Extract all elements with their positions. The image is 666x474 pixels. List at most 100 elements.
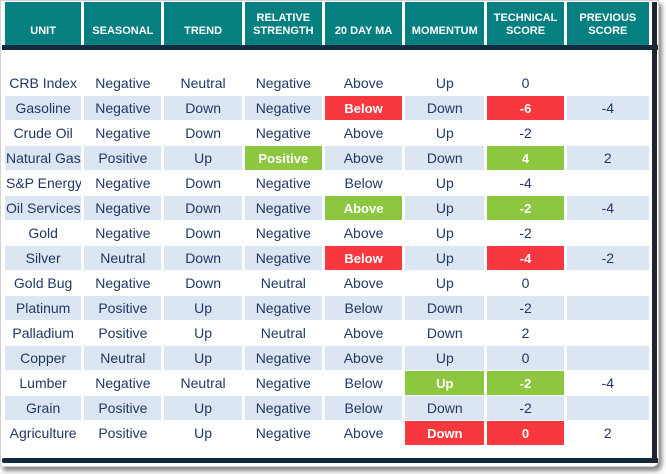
technical-score-table-header: UNIT SEASONAL TREND RELATIVE STRENGTH 20 DAY… (2, 1, 652, 46)
unit-cell: Gold Bug (5, 271, 82, 295)
20-day-ma-cell: Above (324, 321, 403, 345)
momentum-cell: Up (405, 196, 485, 220)
relative-strength-cell: Negative (244, 171, 322, 195)
bottom-border-line (2, 458, 658, 463)
previous-score-cell: 2 (566, 421, 649, 445)
20-day-ma-cell: Below (324, 396, 403, 420)
unit-cell: Copper (5, 346, 82, 370)
column-header-unit: UNIT (5, 2, 82, 45)
momentum-cell: Down (405, 321, 485, 345)
seasonal-cell: Negative (84, 196, 162, 220)
seasonal-cell: Neutral (84, 246, 162, 270)
relative-strength-cell: Neutral (244, 321, 322, 345)
momentum-cell: Up (405, 221, 485, 245)
relative-strength-cell: Negative (244, 196, 322, 220)
trend-cell: Down (164, 246, 242, 270)
momentum-cell: Up (405, 346, 485, 370)
20-day-ma-cell: Above (324, 146, 403, 170)
seasonal-cell: Negative (84, 121, 162, 145)
previous-score-cell: -4 (566, 96, 649, 120)
previous-score-cell: 2 (566, 146, 649, 170)
technical-score-cell: 2 (487, 321, 564, 345)
relative-strength-cell: Positive (244, 146, 322, 170)
seasonal-cell: Positive (84, 296, 162, 320)
20-day-ma-cell: Below (324, 96, 403, 120)
technical-score-cell: -4 (487, 171, 564, 195)
table-row: Palladium Positive Up Neutral Above Down 2 (5, 321, 649, 345)
unit-cell: Grain (5, 396, 82, 420)
technical-score-cell: -6 (487, 96, 564, 120)
trend-cell: Up (164, 421, 242, 445)
unit-cell: Gasoline (5, 96, 82, 120)
table-body: CRB Index Negative Neutral Negative Above Up 0… (5, 51, 649, 445)
technical-score-cell: -2 (487, 221, 564, 245)
trend-cell: Neutral (164, 371, 242, 395)
table-row: Oil Services Negative Down Negative Above Up -… (5, 196, 649, 220)
trend-cell: Down (164, 221, 242, 245)
column-header-seasonal: SEASONAL (84, 2, 162, 45)
technical-score-cell: 0 (487, 51, 564, 95)
table-row: Gold Bug Negative Down Neutral Above Up 0 (5, 271, 649, 295)
technical-score-cell: -2 (487, 121, 564, 145)
table-row: Crude Oil Negative Down Negative Above Up -2 (5, 121, 649, 145)
column-header-previous-score: PREVIOUS SCORE (566, 2, 649, 45)
previous-score-cell (566, 321, 649, 345)
header-row: UNIT SEASONAL TREND RELATIVE STRENGTH 20 DAY… (5, 2, 649, 45)
technical-score-cell: -2 (487, 371, 564, 395)
table-row: Gold Negative Down Negative Above Up -2 (5, 221, 649, 245)
trend-cell: Up (164, 296, 242, 320)
momentum-cell: Up (405, 246, 485, 270)
unit-cell: Gold (5, 221, 82, 245)
momentum-cell: Down (405, 296, 485, 320)
table-row: Gasoline Negative Down Negative Below Down -6-… (5, 96, 649, 120)
table-row: Platinum Positive Up Negative Below Down -2 (5, 296, 649, 320)
relative-strength-cell: Negative (244, 421, 322, 445)
column-header-relative-strength: RELATIVE STRENGTH (244, 2, 322, 45)
20-day-ma-cell: Above (324, 51, 403, 95)
20-day-ma-cell: Above (324, 196, 403, 220)
relative-strength-cell: Negative (244, 246, 322, 270)
relative-strength-cell: Negative (244, 221, 322, 245)
momentum-cell: Down (405, 421, 485, 445)
technical-score-cell: -2 (487, 296, 564, 320)
20-day-ma-cell: Above (324, 271, 403, 295)
trend-cell: Down (164, 196, 242, 220)
previous-score-cell: -4 (566, 371, 649, 395)
unit-cell: Natural Gas (5, 146, 82, 170)
table-row: Agriculture Positive Up Negative Above Down 0 2 (5, 421, 649, 445)
unit-cell: Lumber (5, 371, 82, 395)
trend-cell: Up (164, 321, 242, 345)
previous-score-cell (566, 396, 649, 420)
momentum-cell: Down (405, 96, 485, 120)
unit-cell: Agriculture (5, 421, 82, 445)
column-header-momentum: MOMENTUM (405, 2, 485, 45)
momentum-cell: Down (405, 396, 485, 420)
relative-strength-cell: Neutral (244, 271, 322, 295)
trend-cell: Up (164, 346, 242, 370)
unit-cell: S&P Energy (5, 171, 82, 195)
column-header-technical-score: TECHNICAL SCORE (487, 2, 564, 45)
momentum-cell: Up (405, 51, 485, 95)
seasonal-cell: Positive (84, 396, 162, 420)
seasonal-cell: Negative (84, 171, 162, 195)
previous-score-cell (566, 346, 649, 370)
relative-strength-cell: Negative (244, 51, 322, 95)
trend-cell: Up (164, 396, 242, 420)
header-divider-line (2, 45, 658, 50)
relative-strength-cell: Negative (244, 396, 322, 420)
technical-score-table: CRB Index Negative Neutral Negative Above Up 0… (2, 50, 652, 446)
trend-cell: Down (164, 271, 242, 295)
previous-score-cell (566, 51, 649, 95)
previous-score-cell (566, 271, 649, 295)
seasonal-cell: Negative (84, 221, 162, 245)
technical-score-cell: -4 (487, 246, 564, 270)
technical-score-cell: 4 (487, 146, 564, 170)
technical-score-cell: 0 (487, 421, 564, 445)
unit-cell: Platinum (5, 296, 82, 320)
seasonal-cell: Positive (84, 421, 162, 445)
relative-strength-cell: Negative (244, 121, 322, 145)
trend-cell: Neutral (164, 51, 242, 95)
unit-cell: Silver (5, 246, 82, 270)
unit-cell: Crude Oil (5, 121, 82, 145)
